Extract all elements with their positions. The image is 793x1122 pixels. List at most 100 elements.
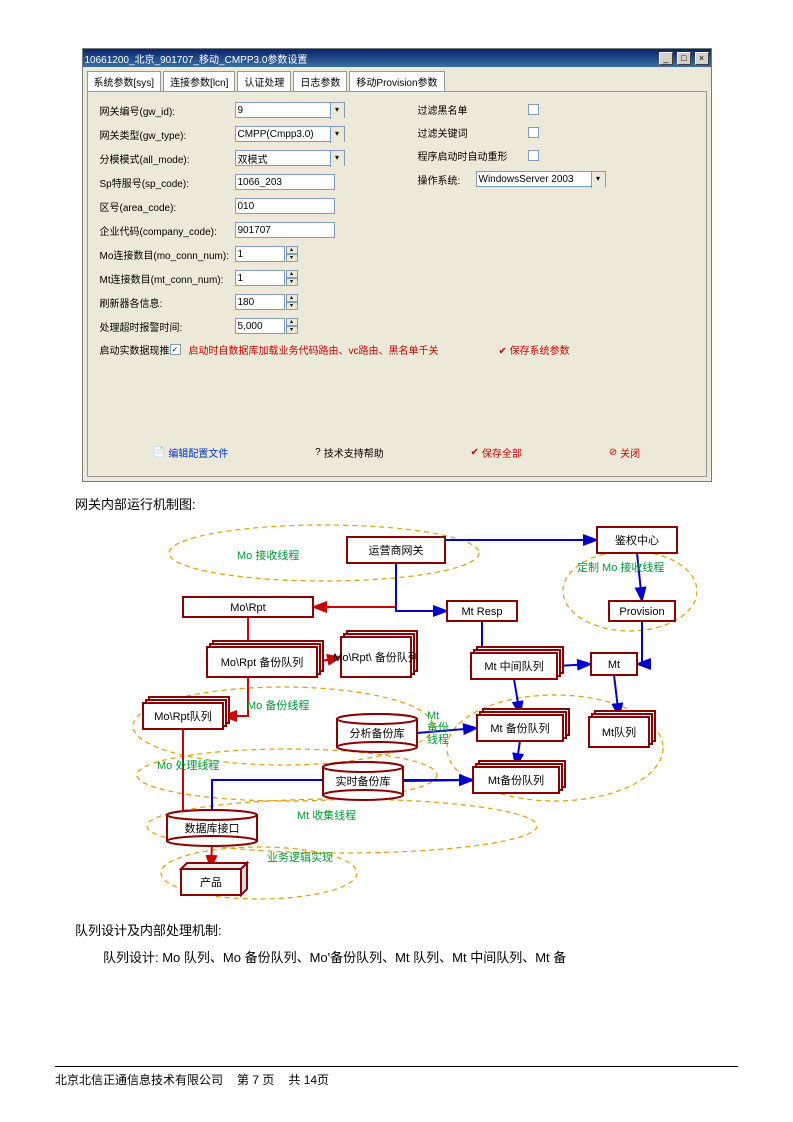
tab-4[interactable]: 移动Provision参数 — [349, 71, 444, 91]
svg-text:Mt: Mt — [607, 659, 619, 671]
field-label: 企业代码(company_code): — [100, 223, 235, 238]
tab-3[interactable]: 日志参数 — [293, 71, 347, 91]
close-button[interactable]: × — [695, 52, 709, 65]
spin-input[interactable]: 1▴▾ — [235, 270, 298, 286]
footer-total: 共 14页 — [288, 1071, 329, 1088]
annotation: Mt 收集线程 — [297, 808, 356, 822]
doc-button[interactable]: 📄编辑配置文件 — [153, 445, 228, 460]
select-label: 操作系统: — [418, 172, 476, 187]
maximize-button[interactable]: □ — [677, 52, 691, 65]
page-content: 10661200_北京_901707_移动_CMPP3.0参数设置 _ □ × … — [55, 48, 738, 966]
svg-text:分析备份库: 分析备份库 — [349, 726, 404, 740]
select-input[interactable]: CMPP(Cmpp3.0)▾ — [235, 126, 345, 142]
svg-text:Provision: Provision — [619, 606, 664, 618]
form-row-9: 处理超时报警时间:5,000▴▾ — [100, 318, 694, 334]
form-panel: 网关编号(gw_id):9▾网关类型(gw_type):CMPP(Cmpp3.0… — [87, 91, 707, 477]
node-morpt_bak2: Mo\Rpt\ 备份队列 — [333, 631, 419, 677]
check-label: 程序启动时自动重形 — [418, 148, 528, 163]
node-rt_db: 实时备份库 — [323, 762, 403, 800]
window-title: 10661200_北京_901707_移动_CMPP3.0参数设置 — [85, 51, 308, 66]
annotation: Mo 备份线程 — [247, 698, 309, 712]
doc-icon: 📄 — [153, 447, 165, 458]
svg-text:Mo\Rpt: Mo\Rpt — [230, 602, 265, 614]
settings-window: 10661200_北京_901707_移动_CMPP3.0参数设置 _ □ × … — [82, 48, 712, 482]
form-row-4: 区号(area_code):010 — [100, 198, 694, 214]
svg-text:产品: 产品 — [200, 875, 222, 889]
spin-input[interactable]: 5,000▴▾ — [235, 318, 298, 334]
right-row-0: 过滤黑名单 — [418, 102, 606, 117]
node-mt_mid: Mt 中间队列 — [471, 647, 563, 679]
node-analyze_db: 分析备份库 — [337, 714, 417, 752]
annotation: 业务逻辑实现 — [267, 850, 333, 864]
checkbox[interactable] — [528, 104, 539, 115]
annotation: Mo 处理线程 — [157, 758, 219, 772]
right-row-2: 程序启动时自动重形 — [418, 148, 606, 163]
select-input[interactable]: 双模式▾ — [235, 150, 345, 166]
check-label: 过滤关键词 — [418, 125, 528, 140]
help-icon: ? — [315, 447, 321, 458]
annotation: 备份 — [427, 720, 449, 734]
text-input[interactable]: 1066_203 — [235, 174, 335, 190]
paragraph-1: 网关内部运行机制图: — [75, 494, 738, 513]
autoload-note: 启动时自数据库加载业务代码路由、vc路由、黑名单千关 — [189, 342, 439, 357]
node-product: 产品 — [181, 863, 247, 895]
text-input[interactable]: 901707 — [235, 222, 335, 238]
os-select[interactable]: WindowsServer 2003▾ — [476, 171, 606, 187]
right-column: 过滤黑名单过滤关键词程序启动时自动重形操作系统:WindowsServer 20… — [418, 102, 606, 195]
field-label: 网关类型(gw_type): — [100, 127, 235, 142]
annotation: 线程 — [427, 732, 449, 746]
page-footer: 北京北信正通信息技术有限公司 第 7 页 共 14页 — [55, 1066, 738, 1088]
form-row-8: 刷新器各信息:180▴▾ — [100, 294, 694, 310]
svg-text:Mo\Rpt 备份队列: Mo\Rpt 备份队列 — [220, 655, 303, 669]
autoload-row: 启动实数据现推 ✓ 启动时自数据库加载业务代码路由、vc路由、黑名单千关 ✔ 保… — [100, 342, 694, 357]
svg-text:运营商网关: 运营商网关 — [368, 543, 423, 557]
annotation: 定制 Mo 接收线程 — [577, 560, 664, 574]
checkbox[interactable] — [528, 127, 539, 138]
form-row-5: 企业代码(company_code):901707 — [100, 222, 694, 238]
right-row-3: 操作系统:WindowsServer 2003▾ — [418, 171, 606, 187]
spin-input[interactable]: 180▴▾ — [235, 294, 298, 310]
svg-text:Mo\Rpt\ 备份队列: Mo\Rpt\ 备份队列 — [333, 650, 419, 664]
check-button[interactable]: ✔保存全部 — [471, 445, 522, 460]
ban-button[interactable]: ⊘关闭 — [609, 445, 640, 460]
node-morpt: Mo\Rpt — [183, 597, 313, 617]
tab-2[interactable]: 认证处理 — [237, 71, 291, 91]
spin-input[interactable]: 1▴▾ — [235, 246, 298, 262]
tab-0[interactable]: 系统参数[sys] — [87, 71, 162, 91]
right-row-1: 过滤关键词 — [418, 125, 606, 140]
paragraph-3: 队列设计: Mo 队列、Mo 备份队列、Mo'备份队列、Mt 队列、Mt 中间队… — [103, 947, 738, 966]
form-row-6: Mo连接数目(mo_conn_num):1▴▾ — [100, 246, 694, 262]
field-label: 区号(area_code): — [100, 199, 235, 214]
paragraph-2: 队列设计及内部处理机制: — [75, 920, 738, 939]
minimize-button[interactable]: _ — [659, 52, 673, 65]
tab-1[interactable]: 连接参数[lcn] — [163, 71, 235, 91]
form-row-7: Mt连接数目(mt_conn_num):1▴▾ — [100, 270, 694, 286]
window-controls: _ □ × — [658, 52, 709, 65]
autoload-checkbox[interactable]: ✓ — [170, 344, 181, 355]
window-titlebar: 10661200_北京_901707_移动_CMPP3.0参数设置 _ □ × — [83, 49, 711, 67]
select-input[interactable]: 9▾ — [235, 102, 345, 118]
node-morpt_q: Mo\Rpt队列 — [143, 697, 229, 729]
node-morpt_bak: Mo\Rpt 备份队列 — [207, 641, 323, 677]
node-mt_q: Mt队列 — [589, 711, 655, 747]
svg-text:Mt备份队列: Mt备份队列 — [487, 773, 543, 787]
field-label: 处理超时报警时间: — [100, 319, 235, 334]
checkbox[interactable] — [528, 150, 539, 161]
save-params-link[interactable]: ✔ 保存系统参数 — [499, 342, 570, 357]
field-label: Mo连接数目(mo_conn_num): — [100, 247, 235, 262]
svg-text:Mt 备份队列: Mt 备份队列 — [490, 721, 549, 735]
help-button[interactable]: ?技术支持帮助 — [315, 445, 384, 460]
svg-text:Mt 中间队列: Mt 中间队列 — [484, 659, 543, 673]
svg-text:鉴权中心: 鉴权中心 — [615, 534, 659, 547]
node-mtresp: Mt Resp — [447, 601, 517, 621]
svg-text:实时备份库: 实时备份库 — [335, 774, 390, 788]
node-provision: Provision — [609, 601, 675, 621]
autoload-label: 启动实数据现推 — [100, 342, 170, 357]
field-label: 网关编号(gw_id): — [100, 103, 235, 118]
annotation: Mo 接收线程 — [237, 548, 299, 562]
node-dbif: 数据库接口 — [167, 810, 257, 846]
node-mt_bak: Mt 备份队列 — [477, 709, 569, 741]
text-input[interactable]: 010 — [235, 198, 335, 214]
field-label: Sp特服号(sp_code): — [100, 175, 235, 190]
check-label: 过滤黑名单 — [418, 102, 528, 117]
